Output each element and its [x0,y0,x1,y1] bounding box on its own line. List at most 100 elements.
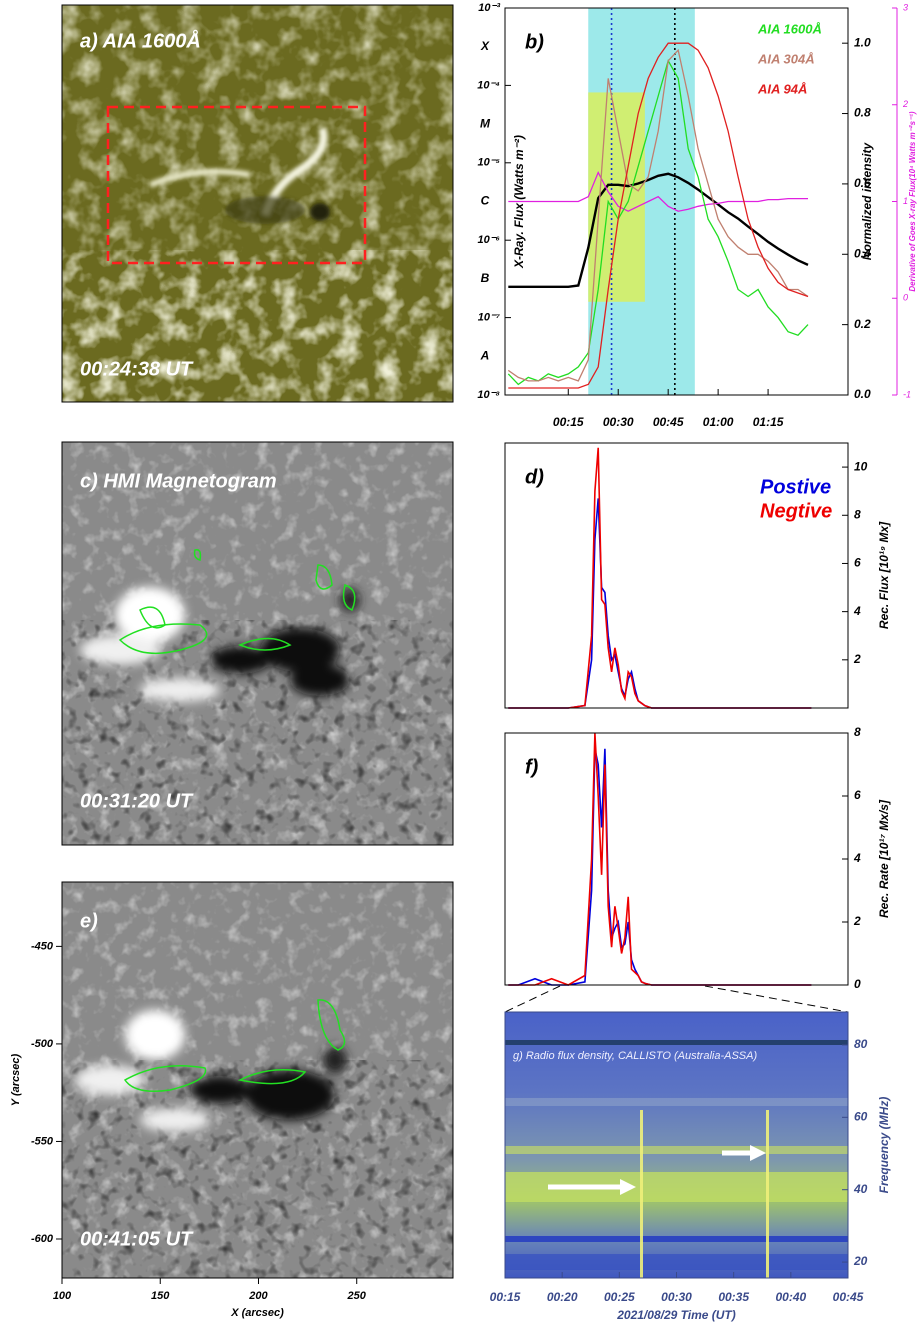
zoom-line [504,985,561,1013]
y2-axis-title: Normalized intensity [860,141,874,260]
x-tick-label: 150 [151,1290,170,1302]
y-tick-label: 2 [853,652,861,666]
plot-frame [504,442,849,709]
timestamp: 00:24:38 UT [80,358,194,380]
series-line [508,170,808,212]
x-axis-title: 2021/08/29 Time (UT) [616,1308,736,1322]
y-tick-label: 2 [853,914,861,928]
x-tick-label: 00:20 [547,1290,578,1304]
x-tick-label: 01:15 [753,415,784,429]
y-tick-label: 10⁻⁵ [477,157,500,169]
y-tick-label: 6 [854,788,861,802]
panel-label: d) [525,466,544,488]
y3-tick-label: 2 [902,99,908,109]
plot-frame [504,1011,849,1279]
y2-tick-label: 0.6 [854,176,871,190]
panel-label: c) HMI Magnetogram [80,470,277,492]
aia-image [62,5,453,402]
y-tick-label: 10⁻⁶ [478,234,501,246]
plot-frame [504,7,849,396]
y-axis-title: X-Ray. Flux (Watts m⁻²) [512,135,526,269]
x-tick-label: 100 [53,1290,72,1302]
legend-entry: Negtive [760,500,832,522]
y-tick-label: 10⁻⁸ [477,389,500,401]
y-tick-label: 60 [854,1109,868,1123]
y3-tick-label: 0 [903,293,908,303]
x-tick-label: 00:40 [775,1290,806,1304]
y-tick-label: -450 [31,940,54,952]
y-tick-label: 6 [854,556,861,570]
x-tick-label: 200 [248,1290,268,1302]
panel-label: f) [525,756,539,778]
zoom-line [704,985,849,1013]
y2-tick-label: 0.4 [854,246,871,260]
y-tick-label: -600 [31,1233,54,1245]
flare-class: A [480,348,490,362]
y-tick-label: 4 [853,851,861,865]
x-tick-label: 00:30 [661,1290,692,1304]
y-tick-label: -500 [31,1038,54,1050]
series-line [507,59,809,386]
series-line [507,48,809,382]
legend-entry: AIA 304Å [757,51,815,66]
y-tick-label: 20 [853,1254,868,1268]
legend-entry: Postive [760,476,831,498]
timestamp: 00:31:20 UT [80,790,194,812]
series-line [508,748,812,986]
y2-tick-label: 0.8 [854,106,871,120]
y-tick-label: 0 [854,977,861,991]
panel-label: a) AIA 1600Å [80,28,201,52]
y3-tick-label: -1 [903,389,911,399]
y3-axis-title: Derivative of Goes X-ray Flux(10⁴ Watts … [908,111,917,292]
series-line [508,732,812,986]
y-tick-label: 10 [854,459,868,473]
x-tick-label: 00:45 [653,415,684,429]
plot-frame [504,732,849,986]
y-tick-label: 40 [853,1182,868,1196]
y2-tick-label: 0.0 [854,387,871,401]
y-tick-label: 10⁻³ [478,2,500,14]
chart-title: g) Radio flux density, CALLISTO (Austral… [513,1050,757,1062]
timestamp: 00:41:05 UT [80,1228,194,1250]
series-line [508,42,809,389]
y-tick-label: 8 [854,725,861,739]
x-tick-label: 00:15 [553,415,584,429]
x-tick-label: 250 [347,1290,367,1302]
y-tick-label: 10⁻⁴ [477,79,500,91]
y2-tick-label: 1.0 [854,35,871,49]
y3-tick-label: 3 [903,2,908,12]
image-frame [61,881,454,1279]
y-tick-label: 8 [854,507,861,521]
series-line [508,498,812,709]
image-frame [61,4,454,403]
x-tick-label: 00:15 [490,1290,521,1304]
image-frame [61,441,454,846]
legend-entry: AIA 94Å [757,81,807,96]
x-tick-label: 00:35 [718,1290,749,1304]
x-tick-label: 00:25 [604,1290,635,1304]
y-tick-label: 4 [853,604,861,618]
panel-label: e) [80,910,98,932]
y2-tick-label: 0.2 [854,317,871,331]
y-tick-label: 10⁻⁷ [478,312,501,324]
x-tick-label: 00:45 [833,1290,864,1304]
y-axis-title: Y (arcsec) [10,1053,22,1106]
series-line [508,172,809,288]
flare-class: M [480,116,491,130]
x-tick-label: 00:30 [603,415,634,429]
x-tick-label: 01:00 [703,415,734,429]
flare-class: X [480,39,490,53]
legend-entry: AIA 1600Å [757,21,822,36]
flare-class: B [481,271,490,285]
flare-class: C [481,194,490,208]
y-axis-title: Rec. Flux [10¹⁹ Mx] [877,521,891,629]
hmi-image [62,442,453,845]
y-axis-title: Rec. Rate [10¹⁷ Mx/s] [877,799,891,918]
y-tick-label: 80 [854,1037,868,1051]
y-tick-label: -550 [31,1135,54,1147]
spectrogram [505,1012,848,1278]
panel-label: b) [525,31,544,53]
y-axis-title: Frequency (MHz) [877,1097,891,1194]
x-axis-title: X (arcsec) [230,1307,284,1319]
